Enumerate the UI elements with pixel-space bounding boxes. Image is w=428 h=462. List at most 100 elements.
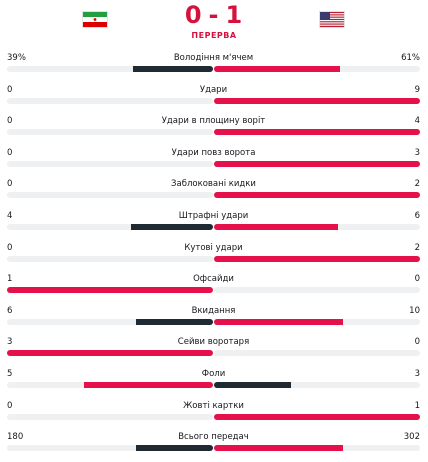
usa-flag-icon [319, 11, 345, 28]
stat-bars [7, 223, 420, 230]
stat-name: Офсайди [193, 274, 234, 285]
stat-row: 0 Удари 9 [7, 83, 420, 115]
stat-labels: 5 Фоли 3 [7, 367, 420, 381]
away-bar-track [214, 413, 420, 420]
stat-home-value: 0 [7, 400, 13, 411]
stat-labels: 6 Вкидання 10 [7, 304, 420, 318]
stat-away-value: 4 [414, 116, 420, 127]
home-score: 0 [184, 1, 203, 29]
stat-labels: 0 Удари повз ворота 3 [7, 146, 420, 160]
stat-labels: 0 Удари в площину воріт 4 [7, 114, 420, 128]
stat-home-value: 1 [7, 274, 13, 285]
away-bar-fill [214, 192, 420, 199]
away-bar-track [214, 192, 420, 199]
stat-row: 1 Офсайди 0 [7, 272, 420, 304]
home-bar-track [7, 413, 213, 420]
stat-name: Кутові удари [184, 242, 243, 253]
stat-home-value: 0 [7, 116, 13, 127]
stat-away-value: 0 [414, 274, 420, 285]
stat-bars [7, 255, 420, 262]
away-bar-track [214, 287, 420, 294]
away-bar-track [214, 318, 420, 325]
stat-home-value: 5 [7, 368, 13, 379]
home-bar-fill [7, 350, 213, 357]
home-bar-track [7, 160, 213, 167]
away-bar-fill [214, 381, 292, 388]
home-bar-fill [132, 66, 213, 72]
stat-name: Володіння м'ячем [173, 53, 254, 63]
stat-away-value: 61% [401, 53, 420, 63]
away-bar-track [214, 129, 420, 136]
stat-home-value: 3 [7, 337, 13, 348]
stat-labels: 4 Штрафні удари 6 [7, 209, 420, 223]
home-bar-fill [84, 381, 213, 388]
stat-home-value: 6 [7, 305, 13, 316]
home-bar-track [7, 66, 213, 72]
stat-name: Фоли [201, 368, 226, 379]
stat-name: Удари повз ворота [171, 147, 256, 158]
stat-labels: 0 Заблоковані кидки 2 [7, 177, 420, 191]
away-bar-track [214, 160, 420, 167]
home-bar-track [7, 287, 213, 294]
home-bar-track [7, 445, 213, 452]
stat-labels: 3 Сейви воротаря 0 [7, 335, 420, 349]
stat-away-value: 1 [414, 400, 420, 411]
stat-bars [7, 160, 420, 167]
stat-bars [7, 350, 420, 357]
stat-labels: 0 Жовті картки 1 [7, 399, 420, 413]
stat-bars [7, 318, 420, 325]
score-separator: - [208, 1, 220, 29]
stat-bars [7, 413, 420, 420]
away-bar-fill [214, 129, 420, 136]
stat-away-value: 3 [414, 368, 420, 379]
stat-bars [7, 445, 420, 452]
stat-away-value: 9 [414, 84, 420, 95]
home-bar-fill [7, 287, 213, 294]
stat-labels: 39% Володіння м'ячем 61% [7, 51, 420, 65]
match-header: 0-1 ПЕРЕРВА [0, 0, 428, 50]
stat-home-value: 0 [7, 84, 13, 95]
stat-name: Удари в площину воріт [161, 116, 266, 127]
stat-row: 5 Фоли 3 [7, 367, 420, 399]
stat-away-value: 3 [414, 147, 420, 158]
stat-labels: 1 Офсайди 0 [7, 272, 420, 286]
stat-bars [7, 129, 420, 136]
away-bar-fill [214, 413, 420, 420]
stat-name: Сейви воротаря [177, 337, 250, 348]
match-statistics: 39% Володіння м'ячем 61% 0 Удари 9 0 Удари в пл… [7, 51, 420, 462]
stat-away-value: 302 [403, 432, 420, 443]
away-bar-fill [214, 223, 338, 230]
home-bar-track [7, 192, 213, 199]
stat-home-value: 39% [7, 53, 26, 63]
home-bar-track [7, 223, 213, 230]
stat-row: 180 Всього передач 302 [7, 430, 420, 462]
stat-name: Заблоковані кидки [171, 179, 256, 190]
stat-bars [7, 381, 420, 388]
away-bar-fill [214, 66, 340, 72]
stat-name: Удари [199, 84, 228, 95]
away-bar-track [214, 350, 420, 357]
away-bar-track [214, 66, 420, 72]
stat-bars [7, 97, 420, 104]
stat-bars [7, 66, 420, 72]
stat-row: 0 Заблоковані кидки 2 [7, 177, 420, 209]
away-bar-fill [214, 318, 343, 325]
away-bar-fill [214, 445, 344, 452]
away-bar-fill [214, 255, 420, 262]
stat-home-value: 4 [7, 210, 13, 221]
away-bar-track [214, 97, 420, 104]
stat-labels: 180 Всього передач 302 [7, 430, 420, 444]
stat-away-value: 0 [414, 337, 420, 348]
stat-home-value: 0 [7, 242, 13, 253]
stat-row: 0 Удари в площину воріт 4 [7, 114, 420, 146]
stat-away-value: 10 [409, 305, 420, 316]
stat-name: Вкидання [191, 305, 236, 316]
stat-away-value: 2 [414, 242, 420, 253]
home-bar-track [7, 129, 213, 136]
stat-home-value: 0 [7, 179, 13, 190]
stat-row: 6 Вкидання 10 [7, 304, 420, 336]
away-bar-track [214, 445, 420, 452]
home-bar-track [7, 381, 213, 388]
stat-labels: 0 Удари 9 [7, 83, 420, 97]
away-bar-fill [214, 160, 420, 167]
